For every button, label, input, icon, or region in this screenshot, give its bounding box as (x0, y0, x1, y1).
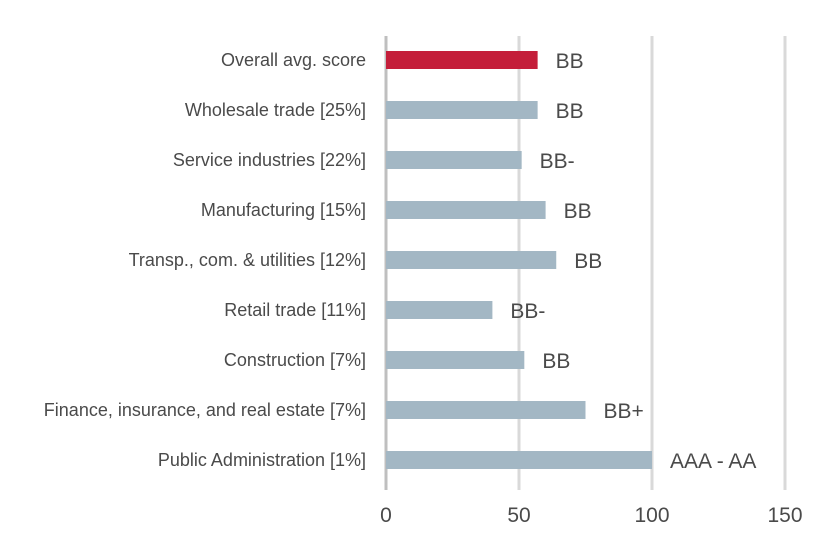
category-label: Construction [7%] (224, 350, 366, 370)
category-label: Manufacturing [15%] (201, 200, 366, 220)
bars (386, 51, 652, 469)
category-label: Retail trade [11%] (224, 300, 366, 320)
bar (386, 151, 522, 169)
bar (386, 201, 546, 219)
rating-label: BB (556, 100, 584, 123)
x-tick-labels: 0 50 100 150 (380, 504, 802, 527)
x-tick-label: 0 (380, 504, 392, 527)
rating-label: AAA - AA (670, 450, 756, 473)
category-label: Service industries [22%] (173, 150, 366, 170)
bar (386, 251, 557, 269)
category-label: Transp., com. & utilities [12%] (129, 250, 366, 270)
bar (386, 451, 652, 469)
rating-label: BB- (510, 300, 545, 323)
category-label: Finance, insurance, and real estate [7%] (44, 400, 366, 420)
rating-label: BB (564, 200, 592, 223)
bar (386, 301, 493, 319)
x-tick-label: 150 (767, 504, 802, 527)
bar (386, 401, 586, 419)
x-tick-label: 100 (634, 504, 669, 527)
rating-labels: BB BB BB- BB BB BB- BB BB+ AAA - AA (510, 50, 756, 473)
category-label: Wholesale trade [25%] (185, 100, 366, 120)
x-tick-label: 50 (507, 504, 530, 527)
rating-label: BB (556, 50, 584, 73)
bar (386, 101, 538, 119)
rating-label: BB+ (604, 400, 644, 423)
category-labels: Overall avg. score Wholesale trade [25%] S… (44, 50, 366, 470)
rating-label: BB (542, 350, 570, 373)
rating-label: BB (574, 250, 602, 273)
category-label: Public Administration [1%] (158, 450, 366, 470)
bar (386, 51, 538, 69)
bar (386, 351, 525, 369)
category-label: Overall avg. score (221, 50, 366, 70)
rating-label: BB- (540, 150, 575, 173)
